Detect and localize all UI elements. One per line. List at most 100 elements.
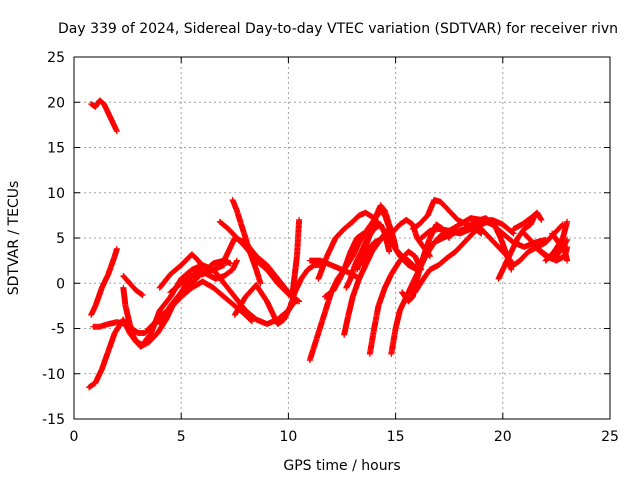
data-point [253,253,269,268]
data-point [405,248,417,259]
data-point [133,287,145,298]
data-point [362,227,375,251]
data-point [388,222,403,237]
data-point [113,245,120,252]
data-point [231,294,248,318]
data-point [139,292,146,299]
data-point [564,244,571,251]
x-tick-label: 20 [494,429,512,445]
data-point [150,312,165,327]
data-points [86,97,571,391]
data-point [564,236,571,243]
data-point [242,239,259,259]
data-point [221,236,238,264]
data-point [146,330,160,346]
data-point [360,230,367,237]
data-point [452,240,467,255]
x-tick-label: 0 [70,429,79,445]
data-point [354,245,369,273]
data-point [414,254,427,282]
data-point [242,311,255,324]
data-point [508,266,515,273]
data-point [341,219,355,232]
data-point [274,275,291,295]
data-point [311,331,322,350]
series-arc-1 [88,97,120,135]
data-point [403,216,415,227]
data-point [405,294,415,305]
data-point [345,295,356,318]
data-point [315,317,326,337]
data-point [330,276,343,294]
data-point [461,219,477,232]
data-point [291,254,300,278]
data-point [332,226,347,241]
data-point [486,235,501,250]
data-point [178,267,194,282]
data-point [263,266,280,286]
data-point [86,380,98,391]
data-point [495,263,508,282]
data-point [559,219,570,241]
data-point [435,255,450,269]
data-point [199,263,206,270]
data-point [409,222,422,232]
data-point [199,278,216,291]
data-point [347,263,358,282]
data-point [349,276,362,300]
data-point [381,207,392,227]
data-point [296,216,303,223]
data-point [306,344,317,364]
x-tick-label: 5 [177,429,186,445]
data-point [105,254,118,278]
data-point [392,308,403,332]
data-point [253,257,269,272]
data-point [416,213,430,228]
data-point [178,273,194,287]
data-point [156,272,173,291]
data-point [188,251,201,263]
data-point [242,244,259,263]
data-point [167,262,184,278]
data-point [516,249,531,264]
data-point [420,236,433,260]
x-tick-label: 10 [279,429,297,445]
chart-title: Day 339 of 2024, Sidereal Day-to-day VTE… [58,21,618,37]
data-point [321,288,336,300]
data-point [356,263,369,282]
data-point [388,258,403,278]
data-point [238,221,249,240]
data-point [227,260,234,267]
data-point [444,249,458,261]
data-point [549,230,561,245]
data-point [478,225,493,241]
y-tick-label: 20 [47,95,65,111]
data-point [388,326,399,357]
data-point [167,290,184,309]
data-point [210,284,227,300]
data-point [233,257,240,264]
data-point [534,209,544,222]
series-arc-5 [120,273,146,299]
data-point [396,249,411,264]
data-point [349,240,362,260]
data-point [414,235,426,250]
data-point [120,284,129,308]
data-point [274,317,287,327]
data-point [216,218,231,232]
data-point [304,262,317,273]
data-point [178,281,194,296]
y-tick-label: -15 [42,412,65,428]
series-arc-22 [360,216,433,269]
data-point [188,279,205,291]
data-point [392,244,399,251]
data-point [221,280,238,299]
data-point [281,304,294,323]
y-tick-label: 5 [56,231,65,247]
data-point [257,280,264,287]
series-arc-36 [542,218,571,264]
data-point [98,349,111,373]
x-tick-label: 25 [601,429,619,445]
data-point [141,321,156,337]
